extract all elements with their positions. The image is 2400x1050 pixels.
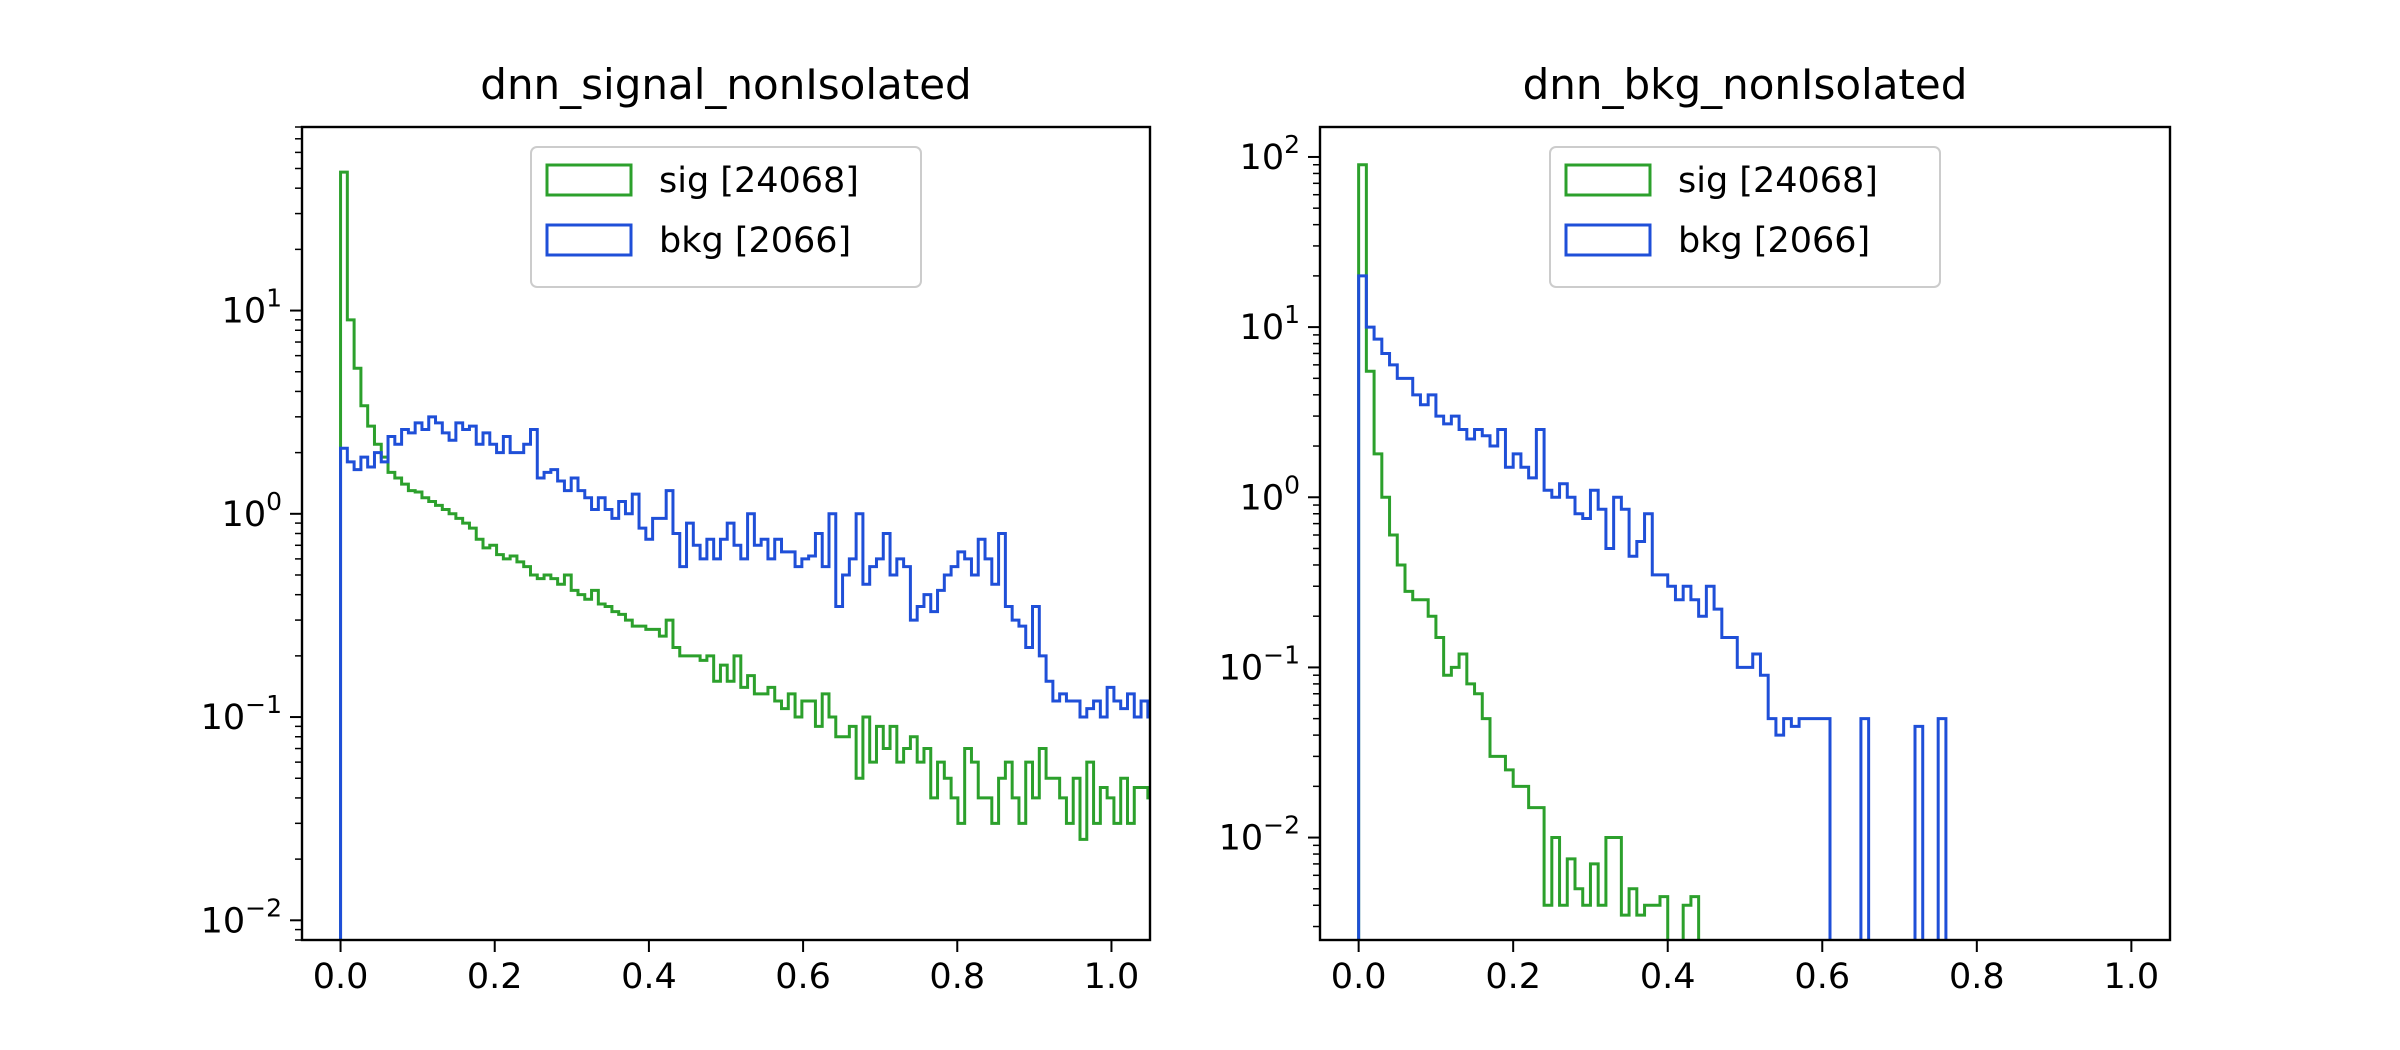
x-tick-label: 0.8 <box>1949 957 2005 997</box>
x-tick-label: 0.0 <box>1331 957 1387 997</box>
x-tick-label: 1.0 <box>1084 957 1140 997</box>
x-tick-label: 0.2 <box>467 957 523 997</box>
legend: sig [24068] bkg [2066] <box>530 146 922 288</box>
y-tick-label: 101 <box>1240 300 1300 348</box>
legend-swatch-bkg <box>545 223 633 257</box>
legend-swatch-sig <box>1564 163 1652 197</box>
x-tick-label: 0.4 <box>621 957 677 997</box>
series-line-sig <box>339 170 1150 940</box>
x-tick-label: 0.8 <box>929 957 985 997</box>
panel-signal: 0.0 0.2 0.4 0.6 0.8 1.0 101 100 10−1 10−2 dnn_sign… <box>201 60 1152 997</box>
y-tick-label: 10−1 <box>1219 640 1300 688</box>
legend-label-bkg: bkg [2066] <box>1678 221 1870 261</box>
y-tick-label: 102 <box>1240 130 1300 178</box>
y-tick-label: 10−1 <box>201 690 282 738</box>
legend-label-sig: sig [24068] <box>659 161 859 201</box>
panel-bkg: 0.0 0.2 0.4 0.6 0.8 1.0 102 101 100 10−1 10−2 dnn_b… <box>1219 60 2172 997</box>
y-tick-label: 10−2 <box>1219 811 1300 859</box>
axes-frame <box>1318 125 2172 942</box>
legend-frame <box>530 146 922 288</box>
legend-swatch-sig <box>545 163 633 197</box>
y-tick-label: 100 <box>1240 470 1300 518</box>
series-line-bkg <box>339 415 1150 940</box>
chart-title: dnn_signal_nonIsolated <box>480 60 971 109</box>
legend-label-bkg: bkg [2066] <box>659 221 851 261</box>
y-tick-label: 10−2 <box>201 893 282 941</box>
x-tick-label: 0.0 <box>313 957 369 997</box>
legend-swatch-bkg <box>1564 223 1652 257</box>
x-tick-label: 0.6 <box>775 957 831 997</box>
series-line-sig <box>1357 163 1701 940</box>
y-tick-label: 100 <box>222 487 282 535</box>
legend-label-sig: sig [24068] <box>1678 161 1878 201</box>
chart-title: dnn_bkg_nonIsolated <box>1523 60 1968 109</box>
x-tick-label: 0.6 <box>1794 957 1850 997</box>
legend: sig [24068] bkg [2066] <box>1549 146 1941 288</box>
x-tick-label: 0.4 <box>1640 957 1696 997</box>
legend-frame <box>1549 146 1941 288</box>
series-line-bkg <box>1357 274 1948 940</box>
x-tick-label: 0.2 <box>1485 957 1541 997</box>
x-tick-label: 1.0 <box>2104 957 2160 997</box>
y-tick-label: 101 <box>222 284 282 332</box>
